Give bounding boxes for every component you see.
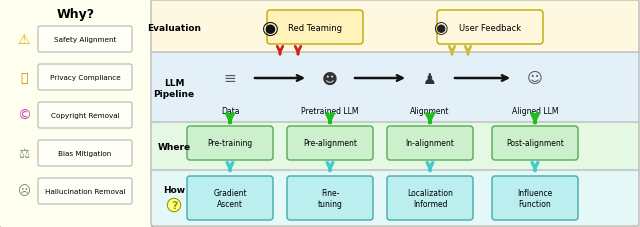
Text: ⚠: ⚠ <box>18 33 30 47</box>
Text: Influence
Function: Influence Function <box>517 188 552 208</box>
FancyBboxPatch shape <box>492 126 578 160</box>
Text: Post-alignment: Post-alignment <box>506 139 564 148</box>
FancyBboxPatch shape <box>287 176 373 220</box>
Text: Bias Mitigation: Bias Mitigation <box>58 150 111 156</box>
Text: Fine-
tuning: Fine- tuning <box>317 188 342 208</box>
Text: Where: Where <box>157 143 191 152</box>
Text: LLM
Pipeline: LLM Pipeline <box>154 79 195 98</box>
Text: ©: © <box>17 109 31 122</box>
Text: ☻: ☻ <box>322 71 338 86</box>
Text: ⚖: ⚖ <box>19 147 29 160</box>
Text: ◉: ◉ <box>433 19 447 37</box>
Text: Evaluation: Evaluation <box>147 23 201 32</box>
Text: How: How <box>163 186 185 195</box>
Text: Why?: Why? <box>57 7 95 20</box>
FancyBboxPatch shape <box>187 126 273 160</box>
Text: Aligned LLM: Aligned LLM <box>512 107 558 116</box>
Text: Data: Data <box>221 107 239 116</box>
FancyBboxPatch shape <box>38 103 132 128</box>
Text: ♟: ♟ <box>423 71 437 86</box>
FancyBboxPatch shape <box>151 1 639 55</box>
Text: Pretrained LLM: Pretrained LLM <box>301 107 359 116</box>
Text: Gradient
Ascent: Gradient Ascent <box>213 188 247 208</box>
FancyBboxPatch shape <box>287 126 373 160</box>
FancyBboxPatch shape <box>151 170 639 226</box>
Text: Safety Alignment: Safety Alignment <box>54 37 116 43</box>
Text: ≡: ≡ <box>223 71 236 86</box>
FancyBboxPatch shape <box>387 126 473 160</box>
Text: ?: ? <box>171 200 177 210</box>
Text: 🔒: 🔒 <box>20 71 28 84</box>
Text: Pre-alignment: Pre-alignment <box>303 139 357 148</box>
FancyBboxPatch shape <box>492 176 578 220</box>
FancyBboxPatch shape <box>38 27 132 53</box>
Text: Copyright Removal: Copyright Removal <box>51 113 119 118</box>
Text: ☹: ☹ <box>17 185 31 198</box>
Text: User Feedback: User Feedback <box>459 23 521 32</box>
FancyBboxPatch shape <box>387 176 473 220</box>
Text: ◉: ◉ <box>262 18 278 37</box>
FancyBboxPatch shape <box>151 122 639 172</box>
Text: In-alignment: In-alignment <box>406 139 454 148</box>
FancyBboxPatch shape <box>38 178 132 204</box>
FancyBboxPatch shape <box>267 11 363 45</box>
FancyBboxPatch shape <box>437 11 543 45</box>
Text: Alignment: Alignment <box>410 107 450 116</box>
FancyBboxPatch shape <box>0 0 153 227</box>
FancyBboxPatch shape <box>38 65 132 91</box>
Text: Red Teaming: Red Teaming <box>288 23 342 32</box>
Text: Privacy Compliance: Privacy Compliance <box>50 75 120 81</box>
Text: Pre-training: Pre-training <box>207 139 253 148</box>
Text: ☺: ☺ <box>527 71 543 86</box>
Text: Localization
Informed: Localization Informed <box>407 188 453 208</box>
FancyBboxPatch shape <box>151 53 639 124</box>
FancyBboxPatch shape <box>38 140 132 166</box>
FancyBboxPatch shape <box>187 176 273 220</box>
Text: Hallucination Removal: Hallucination Removal <box>45 188 125 194</box>
